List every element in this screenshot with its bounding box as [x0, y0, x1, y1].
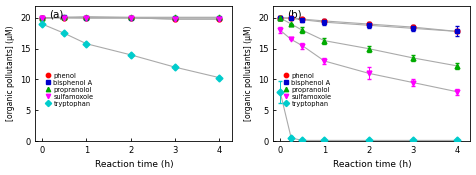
phenol	[288, 17, 294, 19]
tryptophan	[454, 139, 460, 141]
phenol	[366, 23, 371, 25]
sulfamoxole	[172, 18, 178, 20]
Legend: phenol, bisphenol A, propranolol, sulfamoxole, tryptophan: phenol, bisphenol A, propranolol, sulfam…	[281, 71, 334, 108]
bisphenol A	[454, 30, 460, 33]
phenol	[321, 20, 327, 22]
X-axis label: Reaction time (h): Reaction time (h)	[333, 160, 411, 169]
sulfamoxole	[128, 17, 133, 19]
sulfamoxole	[61, 17, 67, 19]
propranolol	[172, 16, 178, 18]
phenol	[410, 26, 416, 28]
propranolol	[128, 16, 133, 18]
propranolol	[366, 48, 371, 50]
tryptophan	[172, 66, 178, 68]
Text: (b): (b)	[287, 10, 302, 20]
bisphenol A	[288, 18, 294, 20]
bisphenol A	[277, 17, 283, 19]
sulfamoxole	[39, 17, 45, 19]
sulfamoxole	[454, 91, 460, 93]
bisphenol A	[61, 16, 67, 18]
sulfamoxole	[277, 29, 283, 31]
sulfamoxole	[366, 72, 371, 74]
tryptophan	[277, 91, 283, 93]
tryptophan	[299, 139, 305, 141]
sulfamoxole	[288, 38, 294, 40]
bisphenol A	[83, 17, 89, 19]
phenol	[454, 30, 460, 33]
X-axis label: Reaction time (h): Reaction time (h)	[95, 160, 173, 169]
propranolol	[410, 57, 416, 59]
Line: bisphenol A: bisphenol A	[278, 15, 460, 34]
tryptophan	[61, 32, 67, 34]
tryptophan	[128, 54, 133, 56]
phenol	[61, 17, 67, 19]
bisphenol A	[216, 17, 222, 19]
propranolol	[39, 17, 45, 19]
Line: phenol: phenol	[40, 15, 222, 22]
propranolol	[216, 16, 222, 18]
Text: (a): (a)	[49, 10, 64, 20]
phenol	[299, 18, 305, 20]
tryptophan	[321, 139, 327, 141]
sulfamoxole	[410, 82, 416, 84]
Line: propranolol: propranolol	[40, 14, 222, 20]
Y-axis label: [organic pollutants] (μM): [organic pollutants] (μM)	[6, 26, 15, 121]
sulfamoxole	[321, 60, 327, 62]
sulfamoxole	[216, 18, 222, 20]
phenol	[128, 17, 133, 19]
propranolol	[83, 16, 89, 18]
Line: tryptophan: tryptophan	[278, 89, 460, 143]
sulfamoxole	[299, 44, 305, 47]
Line: sulfamoxole: sulfamoxole	[40, 15, 222, 22]
phenol	[83, 17, 89, 19]
tryptophan	[410, 139, 416, 141]
bisphenol A	[410, 27, 416, 29]
phenol	[172, 18, 178, 20]
propranolol	[277, 17, 283, 19]
Line: phenol: phenol	[278, 15, 460, 34]
Y-axis label: [organic pollutants] (μM): [organic pollutants] (μM)	[244, 26, 253, 121]
Line: tryptophan: tryptophan	[40, 22, 222, 80]
propranolol	[454, 65, 460, 67]
bisphenol A	[366, 24, 371, 26]
tryptophan	[39, 23, 45, 25]
Line: propranolol: propranolol	[278, 15, 460, 68]
bisphenol A	[321, 21, 327, 23]
Line: bisphenol A: bisphenol A	[40, 15, 222, 20]
bisphenol A	[299, 19, 305, 21]
tryptophan	[288, 137, 294, 139]
tryptophan	[366, 139, 371, 141]
phenol	[216, 18, 222, 20]
tryptophan	[216, 76, 222, 79]
Legend: phenol, bisphenol A, propranolol, sulfamoxole, tryptophan: phenol, bisphenol A, propranolol, sulfam…	[43, 71, 96, 108]
propranolol	[299, 29, 305, 31]
sulfamoxole	[83, 17, 89, 19]
phenol	[39, 17, 45, 19]
bisphenol A	[172, 17, 178, 19]
propranolol	[321, 40, 327, 42]
propranolol	[61, 16, 67, 18]
tryptophan	[83, 43, 89, 45]
phenol	[277, 17, 283, 19]
bisphenol A	[128, 17, 133, 19]
bisphenol A	[39, 17, 45, 19]
Line: sulfamoxole: sulfamoxole	[278, 28, 460, 94]
propranolol	[288, 23, 294, 25]
